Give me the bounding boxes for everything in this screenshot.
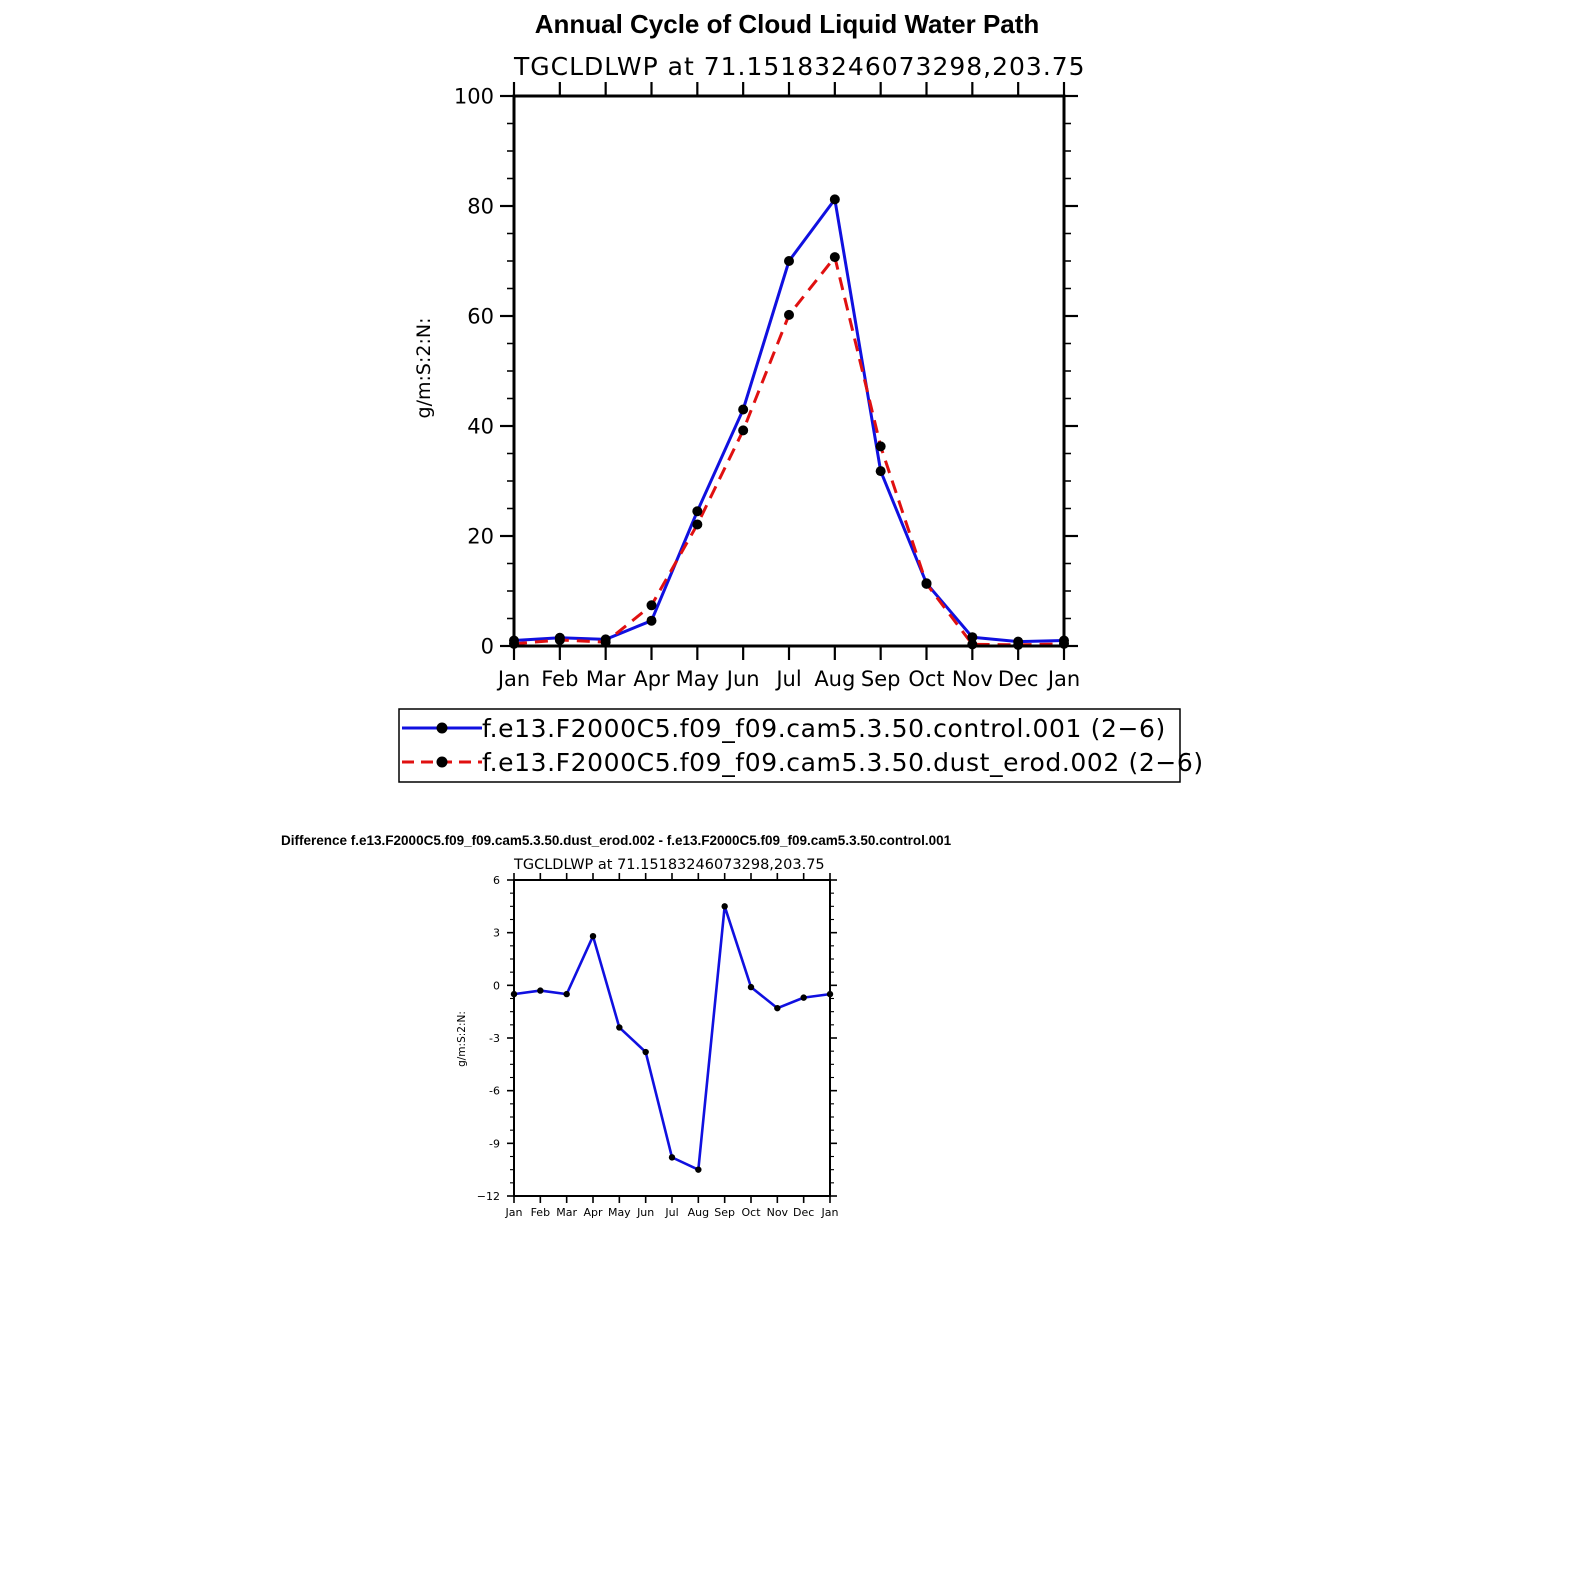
y-tick-label: 100 bbox=[454, 85, 494, 109]
y-tick-label: 0 bbox=[493, 979, 500, 992]
data-point bbox=[668, 1154, 676, 1161]
x-tick-label: Jan bbox=[821, 1206, 839, 1219]
data-point bbox=[646, 615, 657, 626]
legend-box bbox=[398, 708, 1181, 783]
x-tick-label: Nov bbox=[767, 1206, 789, 1219]
difference-chart: Difference f.e13.F2000C5.f09_f09.cam5.3.… bbox=[281, 833, 952, 1219]
data-point bbox=[589, 932, 597, 940]
annual-cycle-chart: Annual Cycle of Cloud Liquid Water Path … bbox=[398, 9, 1204, 783]
chart1-data-points bbox=[509, 194, 1069, 650]
data-point bbox=[692, 506, 703, 517]
chart1-subtitle: TGCLDLWP at 71.15183246073298,203.75 bbox=[513, 52, 1086, 81]
data-point bbox=[967, 639, 978, 650]
legend-label-dust-erod: f.e13.F2000C5.f09_f09.cam5.3.50.dust_ero… bbox=[482, 748, 1204, 777]
data-point bbox=[921, 578, 932, 589]
data-point bbox=[695, 1166, 702, 1173]
data-point bbox=[738, 425, 749, 436]
x-tick-label: Oct bbox=[908, 667, 944, 691]
data-point bbox=[642, 1048, 649, 1056]
data-point bbox=[646, 600, 657, 611]
y-tick-label: 6 bbox=[493, 874, 500, 887]
x-tick-label: Jun bbox=[725, 667, 760, 691]
x-tick-label: Dec bbox=[998, 667, 1039, 691]
x-tick-label: Jan bbox=[496, 667, 530, 691]
chart1-y-axis-label: g/m:S:2:N: bbox=[413, 318, 435, 419]
data-point bbox=[829, 252, 840, 263]
x-tick-label: Feb bbox=[531, 1206, 550, 1219]
data-point bbox=[800, 994, 807, 1001]
x-tick-label: Jan bbox=[1046, 667, 1080, 691]
chart2-y-axis-label: g/m:S:2:N: bbox=[456, 1011, 468, 1067]
y-tick-label: 80 bbox=[467, 195, 494, 219]
data-point bbox=[784, 256, 794, 266]
data-point bbox=[616, 1024, 623, 1031]
data-point bbox=[784, 309, 794, 320]
chart2-subtitle: TGCLDLWP at 71.15183246073298,203.75 bbox=[513, 857, 825, 873]
legend-label-control: f.e13.F2000C5.f09_f09.cam5.3.50.control.… bbox=[482, 714, 1166, 743]
data-point bbox=[721, 903, 728, 910]
y-tick-label: −12 bbox=[477, 1190, 500, 1203]
y-tick-label: -6 bbox=[489, 1085, 500, 1098]
data-point bbox=[875, 441, 886, 452]
data-point bbox=[967, 632, 978, 643]
chart2-data-points bbox=[510, 903, 834, 1173]
chart1-plot-frame bbox=[512, 94, 1066, 648]
x-tick-label: Mar bbox=[556, 1206, 577, 1219]
x-tick-label: Nov bbox=[952, 667, 993, 691]
legend-marker-dust-erod bbox=[436, 756, 448, 768]
chart2-ticks: Jan Feb Mar Apr May Jun Jul Aug Sep Oct Nov Dec Jan−… bbox=[477, 873, 839, 1219]
data-point bbox=[537, 987, 544, 994]
x-tick-label: Jun bbox=[636, 1206, 654, 1219]
y-tick-label: 40 bbox=[467, 415, 494, 439]
x-tick-label: Aug bbox=[688, 1206, 709, 1219]
data-point bbox=[774, 1004, 781, 1012]
x-tick-label: Jul bbox=[774, 667, 801, 691]
data-point bbox=[875, 466, 886, 477]
chart1-title: Annual Cycle of Cloud Liquid Water Path bbox=[535, 9, 1040, 39]
y-tick-label: 60 bbox=[467, 305, 494, 329]
data-point bbox=[554, 634, 565, 645]
x-tick-label: Apr bbox=[633, 667, 670, 691]
y-tick-label: 20 bbox=[467, 525, 494, 549]
x-tick-label: Jul bbox=[664, 1206, 678, 1219]
x-tick-label: May bbox=[676, 667, 719, 691]
x-tick-label: Sep bbox=[714, 1206, 735, 1219]
y-tick-label: -3 bbox=[489, 1032, 500, 1045]
chart1-legend: f.e13.F2000C5.f09_f09.cam5.3.50.control.… bbox=[398, 708, 1204, 783]
y-tick-label: 0 bbox=[481, 635, 494, 659]
x-tick-label: May bbox=[608, 1206, 631, 1219]
legend-entry-dust-erod: f.e13.F2000C5.f09_f09.cam5.3.50.dust_ero… bbox=[402, 748, 1204, 777]
y-tick-label: 3 bbox=[493, 927, 500, 940]
x-tick-label: Apr bbox=[583, 1206, 603, 1219]
chart2-plot-frame bbox=[513, 879, 831, 1197]
data-point bbox=[738, 404, 749, 415]
x-tick-label: Feb bbox=[541, 667, 578, 691]
x-tick-label: Sep bbox=[861, 667, 901, 691]
x-tick-label: Mar bbox=[586, 667, 626, 691]
x-tick-label: Dec bbox=[793, 1206, 814, 1219]
data-point bbox=[747, 983, 755, 991]
data-point bbox=[829, 194, 840, 205]
x-tick-label: Jan bbox=[505, 1206, 523, 1219]
legend-marker-control bbox=[436, 722, 448, 734]
y-tick-label: -9 bbox=[489, 1137, 500, 1150]
chart1-ticks: Jan Feb Mar Apr May Jun Jul Aug Sep Oct Nov Dec Jan0… bbox=[454, 82, 1080, 691]
data-point bbox=[692, 519, 703, 530]
legend-entry-control: f.e13.F2000C5.f09_f09.cam5.3.50.control.… bbox=[402, 714, 1166, 743]
chart2-title: Difference f.e13.F2000C5.f09_f09.cam5.3.… bbox=[281, 833, 952, 848]
data-point bbox=[563, 990, 570, 998]
x-tick-label: Aug bbox=[814, 667, 855, 691]
x-tick-label: Oct bbox=[741, 1206, 761, 1219]
